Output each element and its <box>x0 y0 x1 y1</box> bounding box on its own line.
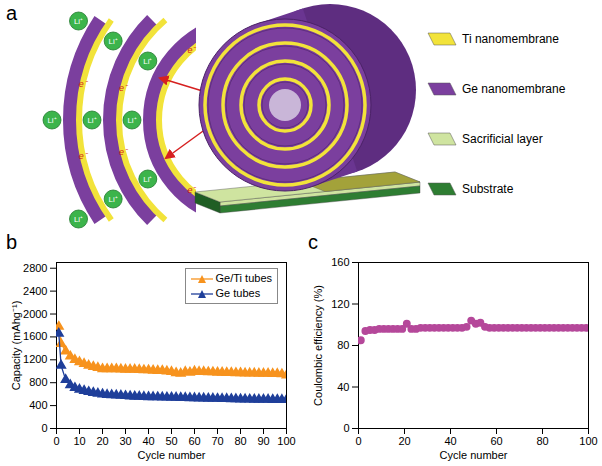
svg-text:30: 30 <box>119 435 131 447</box>
svg-text:0: 0 <box>41 422 47 434</box>
svg-text:Li⁺: Li⁺ <box>109 195 118 204</box>
svg-text:Coulombic efficiency (%): Coulombic efficiency (%) <box>312 285 324 406</box>
svg-text:40: 40 <box>337 381 349 393</box>
svg-text:e⁻: e⁻ <box>79 151 89 161</box>
svg-text:e⁻: e⁻ <box>119 147 129 157</box>
svg-text:20: 20 <box>398 435 410 447</box>
svg-text:160: 160 <box>331 256 349 268</box>
svg-text:20: 20 <box>96 435 108 447</box>
svg-text:2000: 2000 <box>23 308 47 320</box>
svg-text:1200: 1200 <box>23 353 47 365</box>
svg-text:400: 400 <box>29 399 47 411</box>
svg-text:Cycle number: Cycle number <box>138 449 206 461</box>
svg-text:Capacity (mAhg⁻¹): Capacity (mAhg⁻¹) <box>10 301 22 391</box>
html-text:c: c <box>308 231 318 253</box>
svg-text:100: 100 <box>277 435 295 447</box>
svg-text:50: 50 <box>165 435 177 447</box>
svg-text:80: 80 <box>536 435 548 447</box>
html-text:Ge/Ti tubes: Ge/Ti tubes <box>215 272 272 284</box>
svg-text:Li⁺: Li⁺ <box>143 175 152 184</box>
svg-text:80: 80 <box>337 339 349 351</box>
svg-text:Li⁺: Li⁺ <box>74 215 83 224</box>
svg-text:Li⁺: Li⁺ <box>109 37 118 46</box>
svg-text:e⁻: e⁻ <box>79 79 89 89</box>
svg-text:800: 800 <box>29 376 47 388</box>
svg-text:10: 10 <box>73 435 85 447</box>
svg-text:2400: 2400 <box>23 285 47 297</box>
svg-text:e⁻: e⁻ <box>119 83 129 93</box>
svg-text:e⁻: e⁻ <box>187 184 196 195</box>
svg-text:90: 90 <box>257 435 269 447</box>
svg-text:Cycle number: Cycle number <box>440 449 508 461</box>
svg-text:a: a <box>6 2 18 24</box>
svg-text:Li⁺: Li⁺ <box>143 57 152 66</box>
svg-text:Ge nanomembrane: Ge nanomembrane <box>462 82 566 96</box>
svg-text:40: 40 <box>142 435 154 447</box>
svg-text:Ti nanomembrane: Ti nanomembrane <box>462 32 559 46</box>
html-text:b: b <box>6 231 18 253</box>
svg-text:Substrate: Substrate <box>462 182 514 196</box>
svg-text:120: 120 <box>331 298 349 310</box>
svg-text:Li⁺: Li⁺ <box>127 116 136 125</box>
svg-text:0: 0 <box>355 435 361 447</box>
svg-text:e⁻: e⁻ <box>187 45 197 55</box>
svg-text:1600: 1600 <box>23 330 47 342</box>
svg-text:60: 60 <box>188 435 200 447</box>
html-text:Ge tubes: Ge tubes <box>215 287 261 299</box>
svg-text:Li⁺: Li⁺ <box>47 116 56 125</box>
svg-text:Li⁺: Li⁺ <box>87 116 96 125</box>
svg-text:40: 40 <box>444 435 456 447</box>
svg-text:80: 80 <box>234 435 246 447</box>
svg-text:100: 100 <box>579 435 597 447</box>
svg-text:Sacrificial layer: Sacrificial layer <box>462 132 543 146</box>
svg-text:0: 0 <box>343 422 349 434</box>
svg-text:70: 70 <box>211 435 223 447</box>
svg-text:Li⁺: Li⁺ <box>74 17 83 26</box>
svg-text:60: 60 <box>490 435 502 447</box>
svg-text:0: 0 <box>53 435 59 447</box>
svg-text:2800: 2800 <box>23 262 47 274</box>
